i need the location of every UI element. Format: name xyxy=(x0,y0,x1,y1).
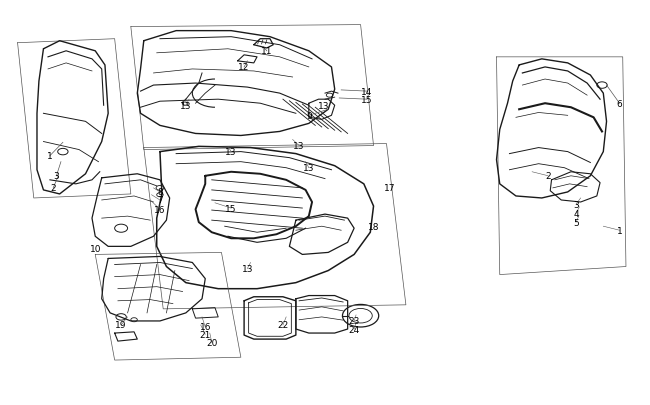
Text: 13: 13 xyxy=(293,142,305,151)
Text: 10: 10 xyxy=(90,244,101,253)
Text: 13: 13 xyxy=(226,148,237,157)
Text: 13: 13 xyxy=(303,164,315,173)
Text: 15: 15 xyxy=(226,204,237,213)
Text: 20: 20 xyxy=(206,338,217,347)
Text: 1: 1 xyxy=(617,226,622,235)
Text: 4: 4 xyxy=(573,209,579,218)
Text: 15: 15 xyxy=(361,96,373,104)
Text: 7: 7 xyxy=(157,196,163,205)
Text: 19: 19 xyxy=(116,321,127,330)
Text: 12: 12 xyxy=(239,63,250,72)
Text: 13: 13 xyxy=(180,102,192,111)
Text: 3: 3 xyxy=(53,172,59,181)
Text: 1: 1 xyxy=(47,152,53,161)
Text: 16: 16 xyxy=(200,323,211,332)
Text: 6: 6 xyxy=(617,100,622,109)
Text: 13: 13 xyxy=(242,264,253,273)
Text: 13: 13 xyxy=(318,102,330,111)
Text: 21: 21 xyxy=(200,330,211,339)
Text: 8: 8 xyxy=(157,188,163,197)
Text: 3: 3 xyxy=(573,200,579,209)
Text: 2: 2 xyxy=(50,184,56,193)
Text: 9: 9 xyxy=(306,111,312,121)
Text: 24: 24 xyxy=(348,325,359,334)
Text: 16: 16 xyxy=(154,205,166,214)
Text: 14: 14 xyxy=(361,87,372,96)
Text: 22: 22 xyxy=(278,321,289,330)
Text: 11: 11 xyxy=(261,47,272,56)
Text: 23: 23 xyxy=(348,317,360,326)
Text: 17: 17 xyxy=(384,184,395,193)
Text: 18: 18 xyxy=(368,222,380,231)
Text: 5: 5 xyxy=(573,218,579,227)
Text: 2: 2 xyxy=(545,172,551,181)
